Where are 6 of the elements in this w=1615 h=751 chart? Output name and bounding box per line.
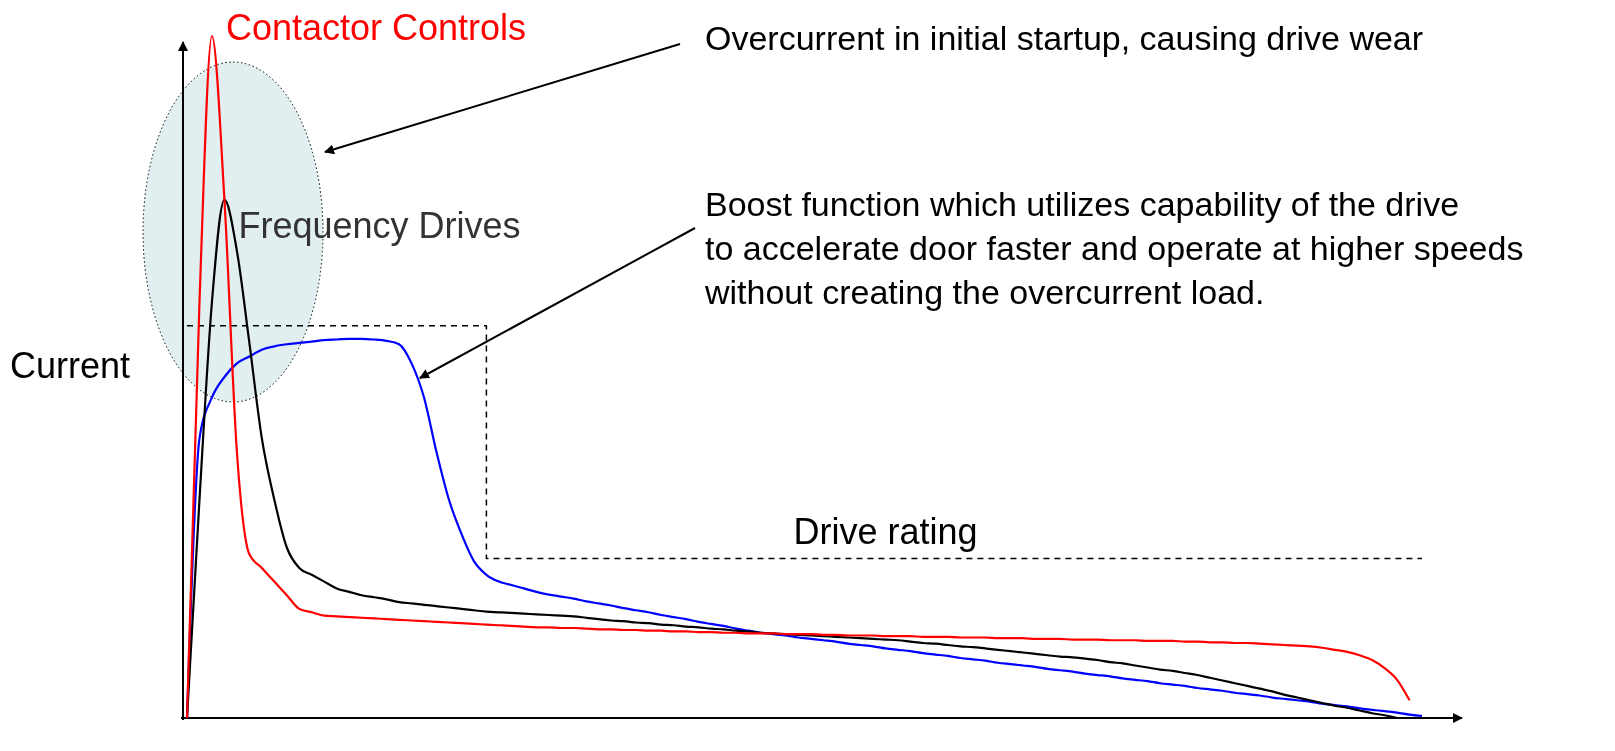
series-label: Frequency Drives <box>238 204 521 246</box>
annotation: Overcurrent in initial startup, causing drive wear <box>705 19 1424 57</box>
series-label: Contactor Controls <box>225 7 527 48</box>
annotation: Boost function which utilizes capability of the drive to accelerate door faster and operate at higher speeds without creating the overcurrent load. <box>704 185 1524 311</box>
series-label: Drive rating <box>793 511 978 553</box>
y-axis-title: Current <box>10 345 131 386</box>
